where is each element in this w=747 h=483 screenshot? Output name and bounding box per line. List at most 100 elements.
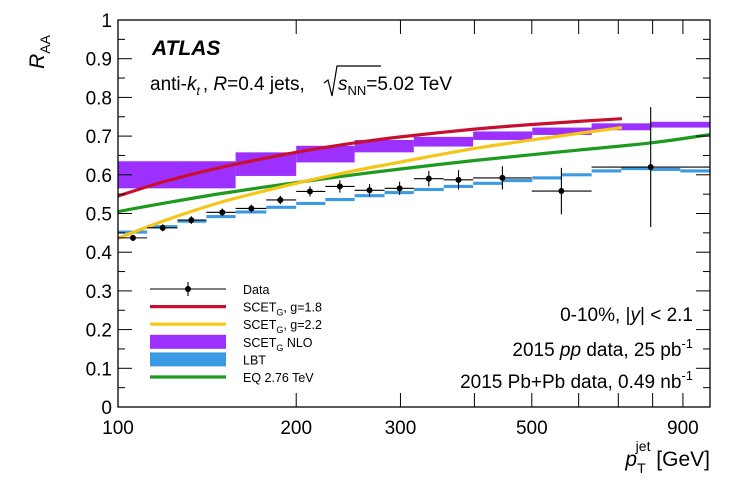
y-tick-label: 0.9 xyxy=(86,50,112,71)
x-tick-label: 100 xyxy=(102,418,134,439)
data-point-marker xyxy=(277,196,284,203)
scet-nlo-bin xyxy=(118,161,236,189)
data-point xyxy=(177,216,207,224)
theory-curves xyxy=(118,117,710,240)
data-point xyxy=(413,170,444,187)
y-tick-label: 0 xyxy=(101,398,112,419)
axis-ticks xyxy=(117,19,711,408)
y-tick-label: 0.6 xyxy=(86,166,112,187)
legend-entry-scet_nlo: SCETG NLO xyxy=(150,334,313,353)
lbt-bin xyxy=(502,179,533,183)
legend-entry-scet22: SCETG, g=2.2 xyxy=(150,318,322,335)
legend-label: SCETG, g=2.2 xyxy=(243,318,322,335)
eq276-curve xyxy=(118,132,710,214)
data-point xyxy=(531,167,592,215)
lbt-bin xyxy=(296,201,326,205)
data-point-marker xyxy=(129,234,136,241)
y-tick-label: 0.3 xyxy=(86,282,112,303)
data-point xyxy=(325,180,355,193)
legend-entry-lbt: LBT xyxy=(150,352,266,367)
y-tick-label: 0.8 xyxy=(86,88,112,109)
data-point xyxy=(235,204,267,213)
lbt-bin xyxy=(325,198,355,202)
atlas-label: ATLAS xyxy=(151,37,220,60)
scet-nlo-bin xyxy=(235,152,297,176)
lbt-bin xyxy=(621,167,651,171)
data-point-marker xyxy=(366,187,373,194)
y-tick-label: 0.4 xyxy=(86,243,113,264)
sqrt-s-label: sNN=5.02 TeV xyxy=(323,65,452,98)
data-point xyxy=(147,224,178,232)
data-point-marker xyxy=(558,188,565,195)
lbt-bin xyxy=(680,169,710,173)
data-point-marker xyxy=(455,176,462,183)
data-point xyxy=(591,107,710,228)
jet-selection-label: anti-kt, R=0.4 jets, xyxy=(150,74,305,98)
scet-nlo-bin xyxy=(354,139,414,153)
lbt-bin xyxy=(591,169,622,173)
svg-text:RAA: RAA xyxy=(26,34,53,69)
data-point xyxy=(118,234,148,241)
scet-nlo-bin xyxy=(532,127,592,135)
legend-entry-eq276: EQ 2.76 TeV xyxy=(150,371,314,385)
x-axis-label: pTjet [GeV] xyxy=(624,438,710,476)
sqrt-sign-icon xyxy=(323,65,381,97)
data-point xyxy=(296,186,326,197)
scet-g22-curve xyxy=(118,126,623,240)
legend-label: EQ 2.76 TeV xyxy=(243,371,314,385)
data-point-marker xyxy=(396,185,403,192)
data-point xyxy=(206,208,236,217)
legend-label: SCETG, g=1.8 xyxy=(243,301,322,318)
data-point-marker xyxy=(647,164,654,171)
y-tick-label: 0.2 xyxy=(86,321,112,342)
x-tick-label: 900 xyxy=(667,418,699,439)
legend-label: LBT xyxy=(243,353,266,367)
y-tick-label: 0.5 xyxy=(86,205,112,226)
data-point-marker xyxy=(306,188,313,195)
y-tick-label: 1 xyxy=(101,11,112,32)
axis-tick-labels: 0 0.1 0.2 0.3 0.4 0.5 0.6 0.7 0.8 0.9 1 100 200 300 50… xyxy=(86,11,699,439)
svg-text:sNN=5.02 TeV: sNN=5.02 TeV xyxy=(338,74,452,98)
scet-nlo-bin xyxy=(650,121,710,128)
lbt-bin xyxy=(532,176,562,180)
data-point xyxy=(443,170,474,190)
legend-label: SCETG NLO xyxy=(243,336,313,353)
lbt-bin xyxy=(413,187,444,192)
lbt-bin xyxy=(650,167,681,171)
lbt-bin xyxy=(561,173,592,177)
centrality-label: 0-10%, |y| < 2.1 xyxy=(560,305,693,326)
lbt-bin xyxy=(473,181,503,185)
legend-label: Data xyxy=(243,283,269,297)
legend-entry-data: Data xyxy=(150,282,269,297)
x-tick-label: 500 xyxy=(516,418,548,439)
data-point-marker xyxy=(499,174,506,181)
x-tick-label: 200 xyxy=(280,418,312,439)
y-tick-label: 0.1 xyxy=(86,359,112,380)
data-point xyxy=(384,181,414,195)
y-axis-label: RAA xyxy=(26,34,53,69)
legend-swatch-marker xyxy=(185,286,191,292)
legend-entry-scet18: SCETG, g=1.8 xyxy=(150,301,322,318)
lbt-bin xyxy=(266,205,297,209)
scet-nlo-bin xyxy=(473,131,533,140)
data-point-marker xyxy=(336,183,343,190)
legend-swatch xyxy=(150,352,226,367)
data-point xyxy=(266,195,297,205)
scet-nlo-bin xyxy=(413,136,474,147)
data-point xyxy=(473,166,532,190)
y-tick-label: 0.7 xyxy=(86,127,112,148)
data-point-marker xyxy=(248,205,255,212)
data-point-marker xyxy=(425,175,432,182)
data-points xyxy=(118,107,710,241)
data-point xyxy=(354,184,385,197)
data-point-marker xyxy=(188,217,195,224)
legend-swatch xyxy=(150,334,226,349)
pbpb-lumi-label: 2015 Pb+Pb data, 0.49 nb-1 xyxy=(460,368,693,393)
pp-lumi-label: 2015 pp data, 25 pb-1 xyxy=(512,336,693,361)
x-tick-label: 300 xyxy=(385,418,417,439)
scet-g18-curve xyxy=(118,117,623,198)
data-point-marker xyxy=(159,224,166,231)
lbt-bin xyxy=(206,215,236,219)
